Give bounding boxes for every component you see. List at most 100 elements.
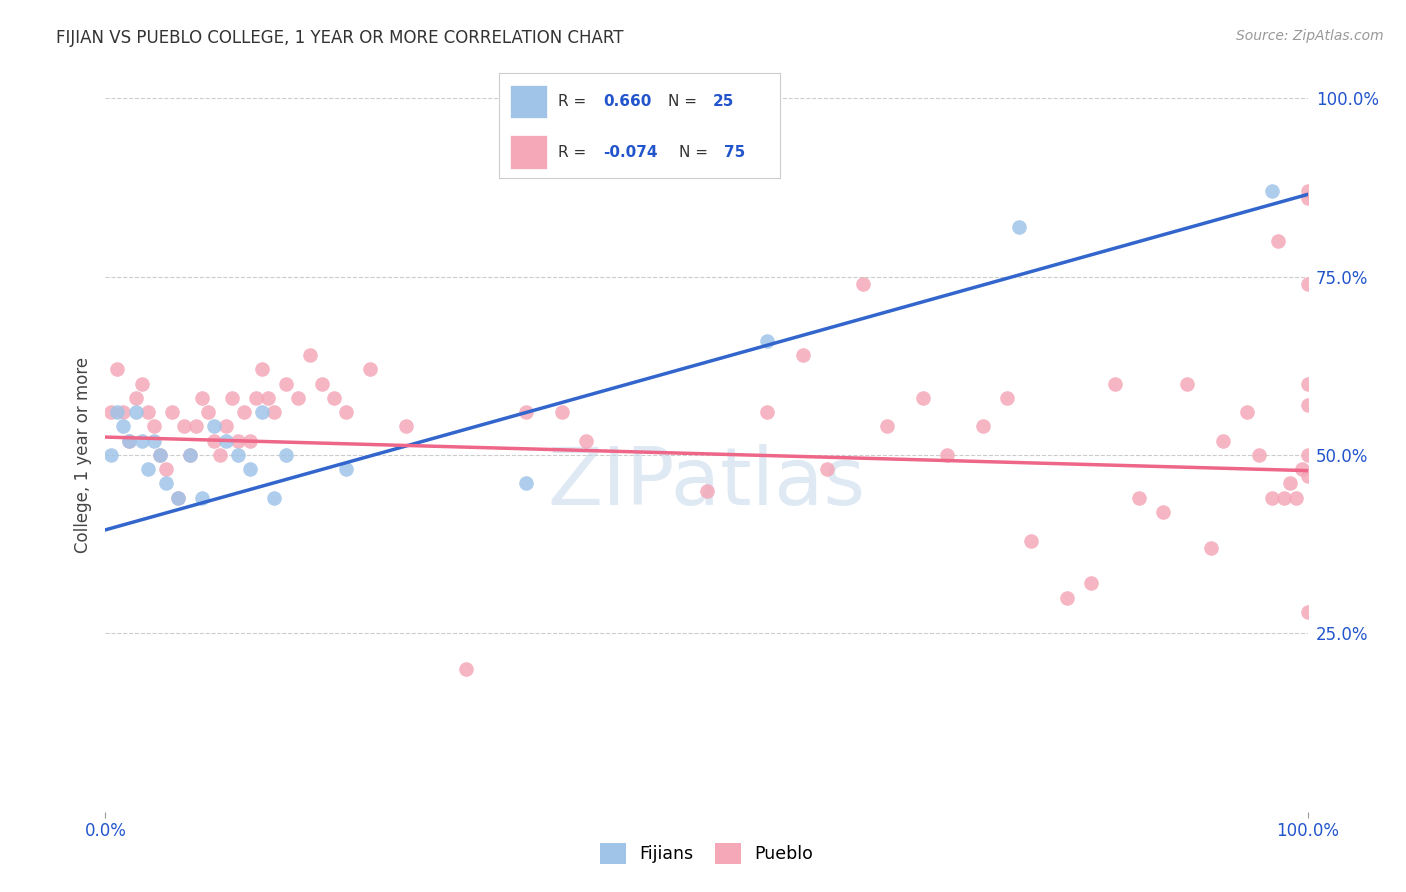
Point [1296,448,1319,462]
Point [359,362,381,376]
Point [696,483,718,498]
Point [1128,491,1150,505]
Point [1284,491,1306,505]
Point [792,348,814,362]
Point [160,405,183,419]
Point [1291,462,1313,476]
Text: N =: N = [679,145,713,160]
Text: R =: R = [558,145,592,160]
Point [239,462,262,476]
Text: R =: R = [558,94,592,109]
Point [1175,376,1198,391]
Point [202,434,225,448]
Point [131,434,153,448]
Point [1296,376,1319,391]
Point [274,376,297,391]
Point [311,376,333,391]
Point [100,448,122,462]
Point [852,277,875,291]
Point [136,405,159,419]
Point [190,391,212,405]
Point [575,434,598,448]
Point [118,434,141,448]
Point [226,434,249,448]
Point [202,419,225,434]
Text: N =: N = [668,94,702,109]
Point [214,434,236,448]
Point [124,391,146,405]
Point [142,419,165,434]
Legend: Fijians, Pueblo: Fijians, Pueblo [593,836,820,871]
Point [155,476,177,491]
Point [263,405,285,419]
Point [173,419,195,434]
Point [1152,505,1174,519]
Point [515,405,537,419]
Point [298,348,321,362]
Text: 75: 75 [724,145,745,160]
Point [190,491,212,505]
Point [1260,491,1282,505]
Point [335,405,357,419]
Point [1278,476,1301,491]
Text: -0.074: -0.074 [603,145,658,160]
Point [239,434,262,448]
Text: FIJIAN VS PUEBLO COLLEGE, 1 YEAR OR MORE CORRELATION CHART: FIJIAN VS PUEBLO COLLEGE, 1 YEAR OR MORE… [56,29,624,46]
Point [755,405,778,419]
Point [263,491,285,505]
Point [876,419,898,434]
Point [136,462,159,476]
Point [515,476,537,491]
Point [1296,277,1319,291]
Text: Source: ZipAtlas.com: Source: ZipAtlas.com [1236,29,1384,43]
Y-axis label: College, 1 year or more: College, 1 year or more [75,357,93,553]
Point [232,405,254,419]
Point [166,491,188,505]
Point [148,448,170,462]
FancyBboxPatch shape [510,85,547,119]
Point [335,462,357,476]
Point [1296,605,1319,619]
Point [274,448,297,462]
Point [1296,469,1319,483]
Point [124,405,146,419]
Point [221,391,243,405]
Point [1296,184,1319,198]
Point [112,405,135,419]
Point [995,391,1018,405]
Point [148,448,170,462]
Point [755,334,778,348]
Point [1104,376,1126,391]
Point [131,376,153,391]
Point [287,391,309,405]
Point [250,405,273,419]
Point [551,405,574,419]
Point [179,448,201,462]
Text: ZIPatlas: ZIPatlas [547,444,866,523]
Point [226,448,249,462]
Point [1267,234,1289,248]
Point [1296,191,1319,205]
Point [972,419,994,434]
Point [250,362,273,376]
Point [179,448,201,462]
Point [1260,184,1282,198]
Point [911,391,934,405]
Text: 25: 25 [713,94,734,109]
Point [214,419,236,434]
Point [112,419,135,434]
Point [245,391,267,405]
Point [395,419,418,434]
Point [256,391,278,405]
Point [1249,448,1271,462]
Point [1019,533,1042,548]
Point [107,405,129,419]
Point [197,405,219,419]
Point [1056,591,1078,605]
Text: 0.660: 0.660 [603,94,651,109]
Point [155,462,177,476]
Point [1008,219,1031,234]
Point [815,462,838,476]
Point [184,419,207,434]
Point [208,448,231,462]
